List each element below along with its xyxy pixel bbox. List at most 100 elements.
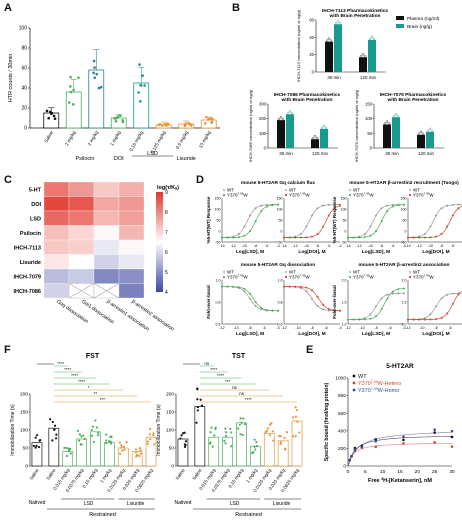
behavior-point [292,435,295,438]
data-point [52,114,56,118]
data-point [92,59,96,63]
behavior-bar [76,438,87,467]
y-tick-label: 100 [365,116,373,121]
x-tick-label: -4 [338,326,341,330]
y-tick-label: 0 [343,464,346,470]
behavior-point [139,449,142,452]
behavior-point [278,434,281,438]
x-tick-label: 2 mg/kg [64,130,77,147]
heatmap-row-label: IHCH-7086 [13,289,41,295]
x-tick-label: 1 mg/kg [245,467,259,483]
data-point [53,117,57,120]
dose-response-point [254,220,257,223]
heatmap-cell [118,181,145,197]
behavior-point [51,439,54,442]
behavior-bar [62,451,74,467]
data-point [183,124,187,128]
y-tick-label: 50 [279,218,283,222]
dose-response-point [283,285,285,288]
behavior-point [91,425,95,428]
x-tick-label: Saline [45,467,57,481]
dose-response-point [316,207,319,210]
x-tick-label: -12 [219,326,224,330]
behavior-point [34,436,37,439]
legend-mut-marker [284,193,288,197]
behavior-point [251,451,255,454]
dose-response-point [380,297,383,300]
behavior-point [146,440,149,443]
pk-point [392,114,396,118]
heatmap-row-label: DOI [31,202,41,208]
behavior-point [105,441,108,445]
dose-response-title: mouse 5-HT2AR β-arrestin2 association [359,262,450,268]
dose-response-point [299,285,302,288]
behavior-point [95,426,99,429]
dose-response-point [358,236,361,239]
behavior-point [138,447,142,450]
legend-mut: Y3707.43W [353,192,374,198]
data-point [138,63,141,66]
significance-label: ns [204,361,210,366]
data-point [157,123,161,127]
y-tick-label: 200 [166,392,174,398]
y-tick-label: 150 [341,196,347,200]
x-tick-label: -8 [380,244,383,248]
y-tick-label: 50 [403,218,407,222]
y-axis-label: Fold-over-basal [332,285,337,319]
pk-point [325,39,329,42]
legend-mut: Y3707.43W [413,192,434,198]
data-point [45,109,49,113]
x-tick-label: -12 [357,244,362,248]
legend-wt: WT [413,270,420,275]
behavior-point [295,408,299,412]
behavior-point [80,435,83,438]
dose-response-point [435,214,437,217]
behavior-point [279,441,283,444]
y-axis-label: Immobilization Time (s) [156,404,162,456]
behavior-point [123,448,126,451]
legend-mut-marker [408,275,412,279]
behavior-point [267,427,270,430]
binding-point [433,428,436,431]
data-point [184,122,187,125]
dose-response-title: mouse 5-HT2AR Gq calcium flux [241,180,315,186]
x-tick-label: -8 [434,326,437,330]
dose-response-point [429,236,432,239]
dose-response-point [322,308,325,311]
data-point [203,122,207,125]
panel-letter-c: C [4,174,12,186]
x-tick-label: 0.15 mg/kg [128,130,144,153]
behavior-point [196,409,199,412]
heatmap-cell [43,254,70,270]
pk-title: with Brain Penetration [387,97,439,103]
behavior-point [242,417,245,420]
pk-bar [368,39,376,72]
behavior-bar [31,442,43,467]
dose-response-point [288,285,291,288]
legend-wt-marker [408,270,412,274]
x-tick-label: -10 [368,244,373,248]
behavior-point [152,434,155,437]
x-axis-label: Log[LSD], M [236,331,264,337]
dose-response-point [333,203,336,206]
bar [65,91,82,129]
heatmap-cell [43,268,70,284]
y-tick-label: 60 [309,18,314,23]
legend-wt-marker [284,270,288,274]
legend-mut-marker [348,275,352,279]
behavior-point [239,433,242,436]
y-tick-label: 50 [169,446,175,452]
pk-point [279,115,283,119]
behavior-point [69,452,72,455]
data-point [207,118,210,121]
heatmap-cell [43,196,70,212]
dose-response-point [386,297,389,300]
dose-response-point [316,305,319,308]
behavior-point [230,445,233,448]
dose-response-point [369,313,372,316]
behavior-point [65,454,69,458]
dose-response-point [260,306,263,309]
y-axis-label: HTR counts / 30min [8,54,14,103]
dose-response-point [403,287,405,290]
dose-response-point [347,236,349,239]
